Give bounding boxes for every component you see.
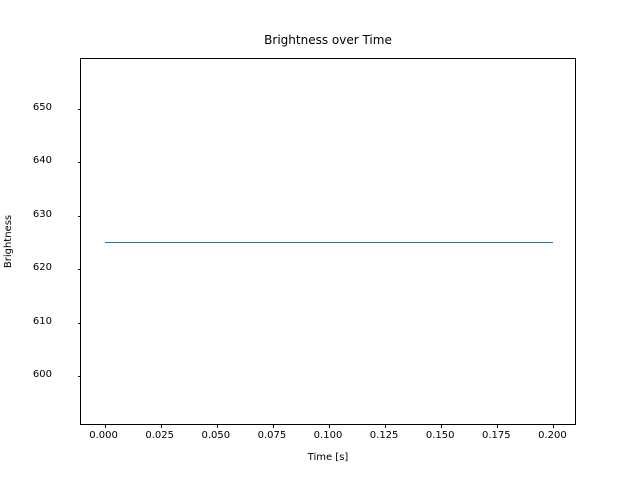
- series-line-segment: [497, 241, 554, 244]
- x-tick-mark: [441, 424, 443, 428]
- x-tick-label: 0.100: [313, 430, 343, 441]
- x-tick-label: 0.200: [538, 430, 567, 441]
- data-layer: [81, 59, 575, 424]
- y-tick-mark: [77, 109, 81, 111]
- plot-area: [77, 58, 576, 428]
- y-tick-mark: [77, 322, 81, 324]
- y-tick-mark: [77, 375, 81, 377]
- x-tick-label: 0.125: [369, 430, 399, 441]
- y-axis-label: Brightness: [3, 214, 14, 269]
- x-tick-label: 0.000: [89, 430, 118, 441]
- series-line-segment: [160, 241, 217, 244]
- y-tick-label: 600: [32, 368, 52, 380]
- x-tick-mark: [104, 424, 106, 428]
- x-tick-mark: [216, 424, 218, 428]
- y-tick-mark: [77, 215, 81, 217]
- series-line-segment: [329, 241, 386, 244]
- y-tick-label: 610: [32, 315, 52, 327]
- x-tick-label: 0.075: [257, 430, 287, 441]
- series-line-segment: [272, 241, 329, 244]
- x-tick-mark: [160, 424, 162, 428]
- y-tick-label: 630: [32, 208, 52, 220]
- y-tick-label: 640: [32, 155, 52, 167]
- x-tick-mark: [329, 424, 330, 428]
- x-axis-label: Time [s]: [307, 452, 349, 463]
- x-tick-label: 0.175: [481, 430, 511, 441]
- y-tick-mark: [77, 162, 81, 164]
- x-tick-mark: [272, 424, 274, 428]
- y-tick-mark: [77, 269, 81, 271]
- y-tick-label: 650: [32, 102, 52, 114]
- x-tick-label: 0.050: [201, 430, 231, 441]
- x-tick-mark: [497, 424, 499, 428]
- series-line-segment: [385, 241, 442, 244]
- y-tick-label: 620: [32, 262, 52, 274]
- series-line-segment: [441, 241, 498, 244]
- x-tick-label: 0.150: [425, 430, 455, 441]
- x-tick-mark: [385, 424, 387, 428]
- x-tick-label: 0.025: [145, 430, 174, 441]
- x-tick-mark: [553, 424, 555, 428]
- series-line-segment: [104, 241, 161, 244]
- page-title: Brightness over Time: [264, 33, 392, 47]
- series-line-segment: [216, 241, 273, 244]
